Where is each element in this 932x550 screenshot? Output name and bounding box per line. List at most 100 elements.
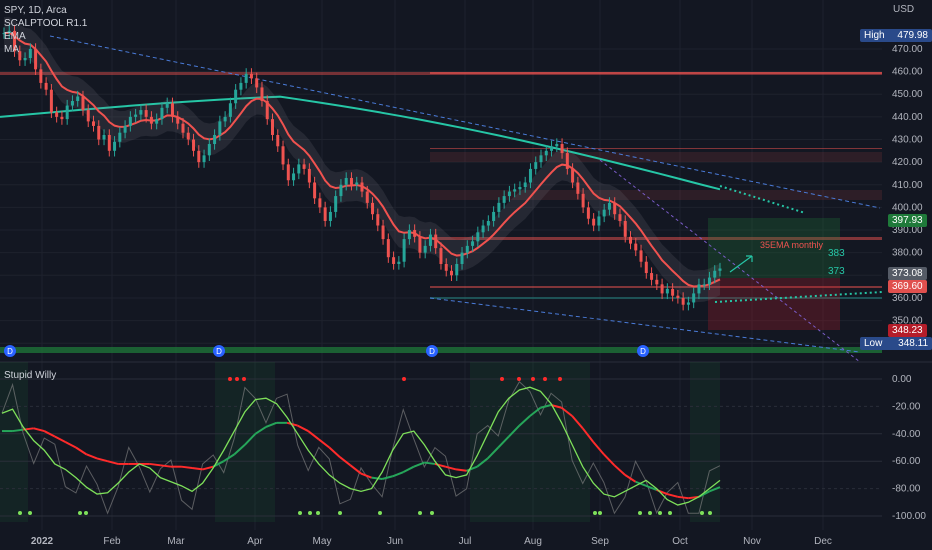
candle xyxy=(655,279,659,285)
osc-signal-dot xyxy=(84,511,88,515)
osc-signal-dot xyxy=(598,511,602,515)
candle xyxy=(313,182,317,199)
candle xyxy=(244,73,248,83)
osc-slow-line xyxy=(677,495,689,500)
osc-slow-line xyxy=(96,457,108,463)
osc-signal-dot xyxy=(308,511,312,515)
candle xyxy=(107,134,111,151)
candle xyxy=(65,105,69,120)
candle xyxy=(576,182,580,194)
osc-slow-line xyxy=(561,406,573,417)
candle xyxy=(439,248,443,264)
osc-signal-dot xyxy=(235,377,239,381)
y-tick-label: 410.00 xyxy=(892,180,923,191)
candle xyxy=(650,273,654,280)
osc-signal-dot xyxy=(700,511,704,515)
osc-slow-line xyxy=(75,446,88,456)
osc-slow-line xyxy=(244,433,257,446)
osc-slow-line xyxy=(191,467,203,471)
high-tag-label: High xyxy=(864,30,885,41)
osc-signal-dot xyxy=(593,511,597,515)
target-373-label: 373 xyxy=(828,266,845,277)
high-tag: High 479.98 xyxy=(860,29,932,42)
osc-slow-line xyxy=(286,421,298,427)
osc-slow-line xyxy=(328,446,341,458)
signal-zone xyxy=(690,362,720,522)
candle xyxy=(344,177,348,185)
candle xyxy=(686,302,690,305)
candle xyxy=(160,107,164,120)
candle xyxy=(7,30,11,34)
candle xyxy=(371,202,375,215)
osc-slow-line xyxy=(476,457,489,468)
d-marker-label: D xyxy=(429,347,435,356)
osc-slow-line xyxy=(297,424,309,432)
indicator-ma: MA xyxy=(4,44,19,55)
osc-slow-line xyxy=(107,460,119,465)
osc-slow-line xyxy=(371,476,383,481)
y-tick-label: 350.00 xyxy=(892,316,923,327)
candle xyxy=(702,284,706,286)
candle xyxy=(302,164,306,169)
osc-slow-line xyxy=(466,465,478,472)
osc-signal-dot xyxy=(78,511,82,515)
candle xyxy=(460,252,464,264)
osc-slow-line xyxy=(43,430,56,438)
candle xyxy=(407,230,411,240)
y-tick-label: 390.00 xyxy=(892,225,923,236)
target-383-label: 383 xyxy=(828,248,845,259)
candle xyxy=(365,191,369,203)
candle xyxy=(697,284,701,294)
osc-slow-line xyxy=(318,438,330,449)
candle xyxy=(97,125,101,140)
candle xyxy=(423,245,427,253)
osc-slow-line xyxy=(381,475,393,480)
candle xyxy=(128,116,132,126)
y-tick-label: 440.00 xyxy=(892,112,923,123)
candle xyxy=(692,293,696,303)
candle xyxy=(176,116,180,124)
osc-signal-dot xyxy=(242,377,246,381)
candle xyxy=(428,234,432,246)
level-band xyxy=(430,72,882,74)
x-tick-label: Mar xyxy=(167,536,185,547)
candle xyxy=(86,110,90,122)
oscillator-legend: Stupid Willy xyxy=(4,369,56,382)
candle xyxy=(639,250,643,262)
candle xyxy=(271,119,274,135)
candle xyxy=(328,211,332,221)
candle xyxy=(218,121,222,135)
candle xyxy=(434,234,438,249)
signal-zone xyxy=(215,362,275,522)
high-tag-value: 479.98 xyxy=(897,30,928,41)
osc-tick-label: -80.00 xyxy=(892,484,921,495)
candle xyxy=(718,268,722,271)
osc-signal-dot xyxy=(228,377,232,381)
level-band xyxy=(430,237,882,240)
candle xyxy=(592,218,596,226)
osc-slow-line xyxy=(571,415,584,429)
candle xyxy=(113,141,117,151)
osc-slow-line xyxy=(518,415,531,427)
candle xyxy=(92,121,95,126)
candle xyxy=(297,164,301,174)
candle xyxy=(49,89,53,113)
candle xyxy=(586,207,590,219)
candle xyxy=(265,101,269,120)
candle xyxy=(339,184,343,197)
candle xyxy=(539,155,543,163)
d-marker-label: D xyxy=(7,347,13,356)
ema-ribbon xyxy=(4,16,720,303)
osc-slow-line xyxy=(64,441,77,449)
osc-slow-line xyxy=(455,468,467,472)
candle xyxy=(465,245,469,253)
candle xyxy=(581,193,585,208)
candle xyxy=(644,261,648,274)
osc-slow-line xyxy=(402,465,415,474)
candle xyxy=(502,196,506,203)
candle xyxy=(534,162,538,169)
osc-slow-line xyxy=(202,465,214,471)
osc-slow-line xyxy=(424,461,436,465)
candle xyxy=(486,220,490,226)
